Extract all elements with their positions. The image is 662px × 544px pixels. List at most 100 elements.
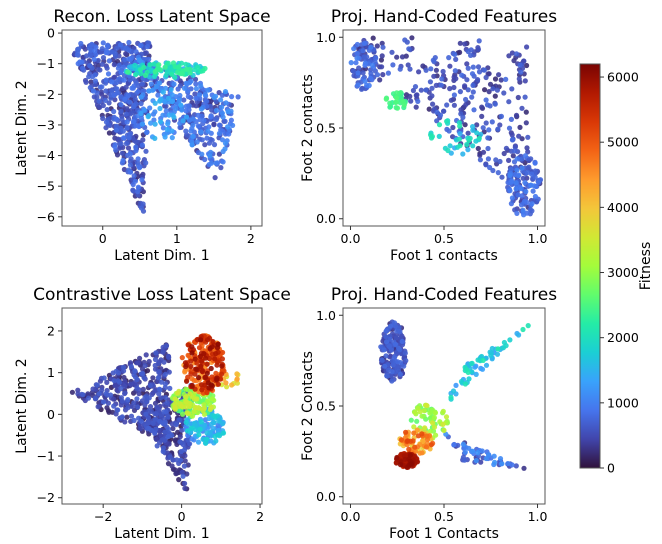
data-point bbox=[185, 374, 191, 380]
data-point bbox=[495, 126, 501, 132]
data-point bbox=[107, 392, 114, 398]
data-point bbox=[476, 69, 483, 75]
data-point bbox=[392, 341, 399, 347]
data-point bbox=[520, 207, 526, 213]
colorbar-label: Fitness bbox=[638, 242, 654, 291]
data-point bbox=[156, 62, 162, 68]
data-point bbox=[106, 100, 112, 106]
data-point bbox=[211, 420, 217, 426]
data-point bbox=[513, 180, 519, 186]
data-point bbox=[163, 85, 169, 91]
data-point bbox=[485, 156, 491, 162]
data-point bbox=[412, 444, 418, 450]
data-point bbox=[381, 347, 387, 353]
data-point bbox=[148, 67, 154, 73]
data-point bbox=[165, 414, 171, 420]
data-point bbox=[100, 399, 107, 405]
data-point bbox=[141, 375, 147, 381]
data-point bbox=[118, 386, 124, 392]
data-point bbox=[195, 123, 201, 129]
data-point bbox=[433, 67, 439, 73]
data-point bbox=[215, 341, 221, 347]
data-point bbox=[209, 137, 215, 143]
data-point bbox=[94, 382, 100, 388]
data-point bbox=[204, 337, 211, 343]
data-point bbox=[216, 122, 223, 128]
data-point bbox=[158, 379, 165, 385]
data-point bbox=[184, 428, 191, 434]
data-point bbox=[152, 109, 158, 115]
data-point bbox=[457, 123, 463, 129]
data-point bbox=[191, 377, 197, 383]
data-point bbox=[487, 164, 493, 171]
data-point bbox=[475, 450, 481, 456]
data-point bbox=[132, 178, 138, 184]
data-point bbox=[440, 408, 446, 414]
data-point bbox=[197, 92, 203, 98]
data-point bbox=[462, 41, 468, 47]
data-point bbox=[462, 83, 468, 89]
data-point bbox=[198, 363, 204, 369]
data-point bbox=[183, 363, 189, 370]
data-point bbox=[452, 51, 458, 58]
data-point bbox=[476, 38, 482, 44]
data-point bbox=[407, 93, 413, 99]
data-point bbox=[118, 69, 124, 75]
data-point bbox=[178, 102, 184, 108]
data-point bbox=[164, 400, 170, 406]
data-point bbox=[139, 177, 145, 183]
data-point bbox=[380, 72, 386, 78]
data-point bbox=[212, 175, 218, 181]
data-point bbox=[465, 130, 471, 136]
data-point bbox=[479, 366, 486, 372]
data-point bbox=[209, 396, 215, 402]
y-tick-label: −2 bbox=[37, 87, 55, 102]
y-tick-label: 0.0 bbox=[316, 489, 336, 504]
data-point bbox=[490, 86, 496, 92]
data-point bbox=[483, 362, 490, 368]
data-point bbox=[183, 386, 189, 392]
data-point bbox=[496, 72, 502, 78]
data-point bbox=[179, 469, 185, 475]
data-point bbox=[104, 65, 110, 71]
data-point bbox=[184, 410, 190, 416]
data-point bbox=[150, 375, 156, 381]
data-point bbox=[506, 99, 512, 105]
data-point bbox=[183, 61, 189, 67]
data-point bbox=[143, 411, 149, 417]
data-point bbox=[195, 64, 201, 71]
data-point bbox=[167, 454, 173, 460]
data-point bbox=[134, 385, 140, 391]
x-tick-label: 0 bbox=[178, 509, 186, 524]
data-point bbox=[362, 60, 368, 66]
data-point bbox=[489, 119, 495, 125]
data-point bbox=[97, 67, 103, 73]
data-point bbox=[482, 87, 488, 93]
data-point bbox=[411, 424, 417, 430]
data-point bbox=[204, 370, 210, 376]
data-point bbox=[193, 366, 199, 372]
data-point bbox=[212, 413, 218, 419]
data-point bbox=[139, 81, 145, 87]
data-point bbox=[190, 122, 196, 128]
data-point bbox=[122, 57, 128, 63]
data-point bbox=[219, 356, 225, 362]
y-tick-label: 0 bbox=[47, 26, 55, 41]
data-point bbox=[90, 386, 96, 392]
data-point bbox=[431, 424, 438, 430]
data-point bbox=[503, 145, 509, 151]
data-point bbox=[378, 57, 384, 63]
y-axis-label: Foot 2 contacts bbox=[300, 74, 316, 182]
data-point bbox=[120, 128, 126, 134]
data-point bbox=[96, 391, 102, 397]
data-point bbox=[201, 405, 207, 411]
data-point bbox=[182, 458, 188, 464]
data-point bbox=[519, 193, 525, 199]
data-point bbox=[134, 376, 140, 383]
data-point bbox=[525, 323, 531, 329]
data-point bbox=[122, 383, 128, 389]
data-point bbox=[188, 78, 194, 84]
x-tick-label: 1 bbox=[173, 231, 181, 246]
y-tick-label: −3 bbox=[37, 117, 55, 132]
data-point bbox=[219, 363, 225, 369]
